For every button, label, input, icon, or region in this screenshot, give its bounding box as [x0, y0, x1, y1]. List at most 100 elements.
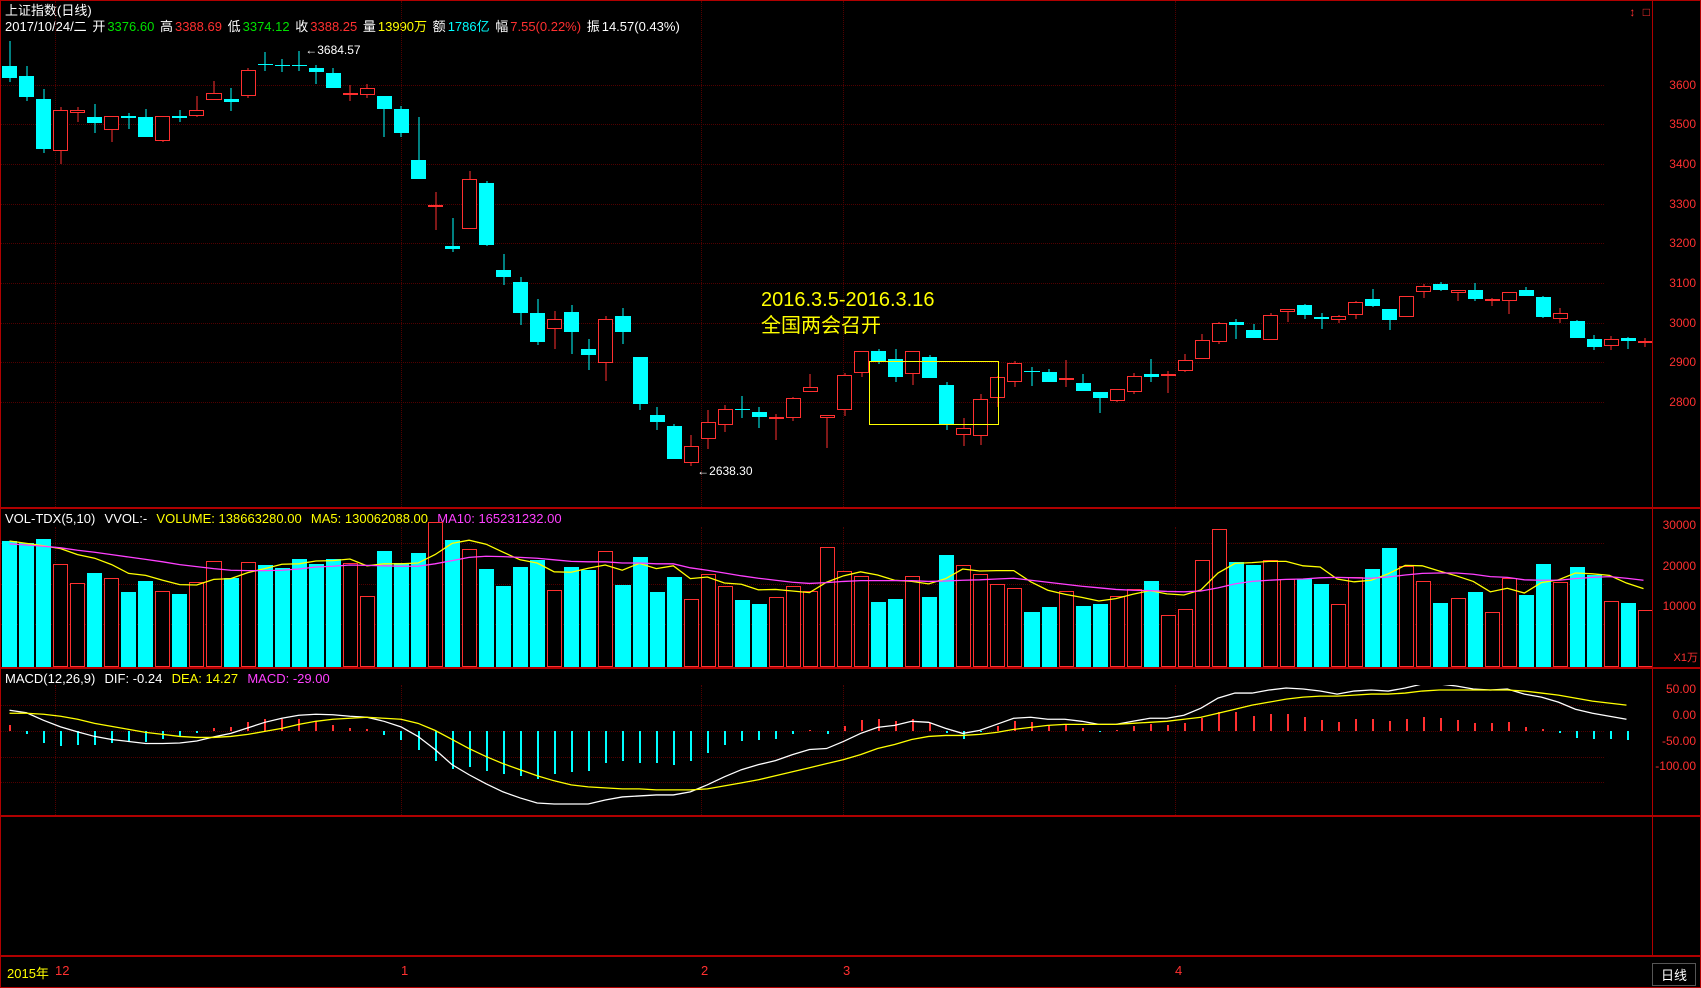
candle[interactable] [1519, 287, 1534, 296]
candle[interactable] [496, 254, 511, 285]
volume-bar[interactable] [1007, 588, 1022, 667]
volume-bar[interactable] [343, 563, 358, 667]
candle[interactable] [275, 59, 290, 72]
volume-bar[interactable] [871, 602, 886, 667]
macd-bar[interactable] [1542, 729, 1544, 731]
macd-bar[interactable] [179, 731, 181, 737]
macd-bar[interactable] [315, 721, 317, 731]
macd-bar[interactable] [1491, 723, 1493, 731]
candle[interactable] [1024, 367, 1039, 387]
candle[interactable] [786, 397, 801, 421]
macd-bar[interactable] [980, 731, 982, 732]
volume-bar[interactable] [820, 547, 835, 667]
macd-bar[interactable] [1406, 719, 1408, 731]
volume-bar[interactable] [53, 564, 68, 668]
volume-bar[interactable] [1570, 567, 1585, 667]
macd-bar[interactable] [1389, 721, 1391, 731]
macd-bar[interactable] [1014, 721, 1016, 731]
macd-bar[interactable] [878, 719, 880, 731]
candle[interactable] [104, 116, 119, 142]
volume-bar[interactable] [786, 586, 801, 667]
macd-bar[interactable] [77, 731, 79, 745]
macd-bar[interactable] [400, 731, 402, 740]
candle[interactable] [854, 351, 869, 378]
macd-bar[interactable] [213, 728, 215, 731]
macd-bar[interactable] [1321, 720, 1323, 731]
volume-bar[interactable] [394, 563, 409, 667]
macd-bar[interactable] [1457, 720, 1459, 731]
macd-bar[interactable] [844, 726, 846, 731]
candle[interactable] [1059, 360, 1074, 387]
candle[interactable] [1280, 309, 1295, 322]
volume-bar[interactable] [956, 565, 971, 667]
macd-bar[interactable] [554, 731, 556, 774]
volume-bar[interactable] [718, 586, 733, 667]
candle[interactable] [36, 89, 51, 154]
candle[interactable] [53, 107, 68, 165]
macd-bar[interactable] [145, 731, 147, 742]
macd-bar[interactable] [1235, 712, 1237, 731]
volume-bar[interactable] [445, 540, 460, 667]
volume-bar[interactable] [1024, 612, 1039, 667]
macd-bar[interactable] [707, 731, 709, 753]
macd-bar[interactable] [469, 731, 471, 767]
candle[interactable] [547, 311, 562, 349]
volume-bar[interactable] [1161, 615, 1176, 667]
candle[interactable] [121, 113, 136, 129]
macd-bar[interactable] [1525, 727, 1527, 731]
macd-bar[interactable] [537, 731, 539, 779]
macd-bar[interactable] [1627, 731, 1629, 740]
macd-bar[interactable] [1065, 725, 1067, 731]
macd-bar[interactable] [383, 731, 385, 735]
volume-bar[interactable] [1502, 578, 1517, 667]
volume-bar[interactable] [1468, 592, 1483, 668]
candle[interactable] [241, 68, 256, 98]
macd-bar[interactable] [673, 731, 675, 765]
volume-bar[interactable] [854, 576, 869, 667]
candle[interactable] [224, 88, 239, 111]
volume-bar[interactable] [2, 541, 17, 667]
macd-bar[interactable] [1593, 731, 1595, 739]
volume-bar[interactable] [1365, 569, 1380, 667]
volume-bar[interactable] [803, 591, 818, 667]
volume-bar[interactable] [1553, 582, 1568, 667]
volume-bar[interactable] [326, 559, 341, 667]
volume-bar[interactable] [224, 578, 239, 667]
candle[interactable] [258, 52, 273, 71]
volume-bar[interactable] [70, 583, 85, 667]
candle[interactable] [1638, 338, 1653, 347]
volume-bar[interactable] [1144, 581, 1159, 667]
macd-bar[interactable] [1287, 714, 1289, 731]
macd-bar[interactable] [588, 731, 590, 771]
candle[interactable] [479, 181, 494, 246]
candle[interactable] [803, 374, 818, 392]
macd-bar[interactable] [895, 721, 897, 731]
candle[interactable] [718, 405, 733, 432]
candle[interactable] [581, 339, 596, 370]
volume-bar[interactable] [309, 564, 324, 667]
macd-bar[interactable] [605, 731, 607, 763]
volume-bar[interactable] [1604, 601, 1619, 667]
macd-bar[interactable] [60, 731, 62, 746]
candle[interactable] [1093, 392, 1108, 413]
candle[interactable] [360, 84, 375, 98]
candle[interactable] [1212, 322, 1227, 344]
macd-bar[interactable] [435, 731, 437, 761]
candle[interactable] [1468, 283, 1483, 301]
volume-bar[interactable] [1416, 581, 1431, 667]
volume-bar[interactable] [990, 584, 1005, 667]
macd-bar[interactable] [809, 730, 811, 731]
volume-bar[interactable] [496, 586, 511, 667]
candle[interactable] [309, 65, 324, 84]
candle[interactable] [1365, 289, 1380, 307]
macd-bar[interactable] [639, 731, 641, 763]
macd-bar[interactable] [1423, 717, 1425, 731]
macd-bar[interactable] [1270, 714, 1272, 731]
candle[interactable] [1433, 282, 1448, 292]
candle[interactable] [564, 305, 579, 353]
candle[interactable] [530, 299, 545, 345]
macd-bar[interactable] [1031, 722, 1033, 731]
volume-bar[interactable] [1331, 604, 1346, 667]
candle[interactable] [1485, 298, 1500, 306]
volume-bar[interactable] [1093, 604, 1108, 667]
